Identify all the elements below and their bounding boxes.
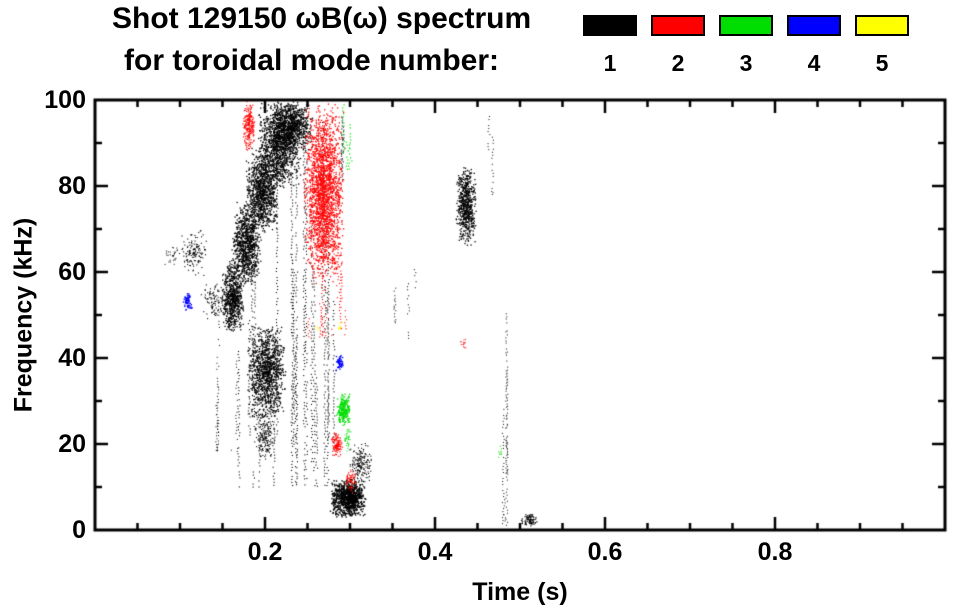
legend-swatches: [583, 15, 909, 36]
chart-subtitle: for toroidal mode number:: [124, 44, 499, 77]
legend-swatch-n3: [719, 15, 773, 36]
y-tick-label-40: 40: [58, 344, 86, 372]
legend-number-n1: 1: [603, 50, 617, 76]
x-tick-label-0.4: 0.4: [417, 538, 453, 566]
legend-number-n2: 2: [671, 50, 685, 76]
x-tick-label-0.2: 0.2: [247, 538, 283, 566]
legend-number-n5: 5: [875, 50, 889, 76]
y-tick-label-20: 20: [58, 430, 86, 458]
x-axis-label: Time (s): [472, 578, 568, 606]
y-tick-label-80: 80: [58, 172, 86, 200]
x-tick-label-0.6: 0.6: [587, 538, 623, 566]
chart-title: Shot 129150 ωB(ω) spectrum: [112, 2, 532, 35]
legend-number-n3: 3: [739, 50, 753, 76]
x-tick-label-0.8: 0.8: [757, 538, 793, 566]
legend-swatch-n2: [651, 15, 705, 36]
legend-swatch-n5: [855, 15, 909, 36]
y-axis-label: Frequency (kHz): [9, 217, 38, 413]
y-tick-label-100: 100: [44, 86, 86, 114]
legend-numbers: 1 2 3 4 5: [583, 50, 909, 77]
legend-swatch-n4: [787, 15, 841, 36]
y-tick-label-60: 60: [58, 258, 86, 286]
legend-swatch-n1: [583, 15, 637, 36]
y-tick-label-0: 0: [72, 516, 86, 544]
legend-number-n4: 4: [807, 50, 821, 76]
